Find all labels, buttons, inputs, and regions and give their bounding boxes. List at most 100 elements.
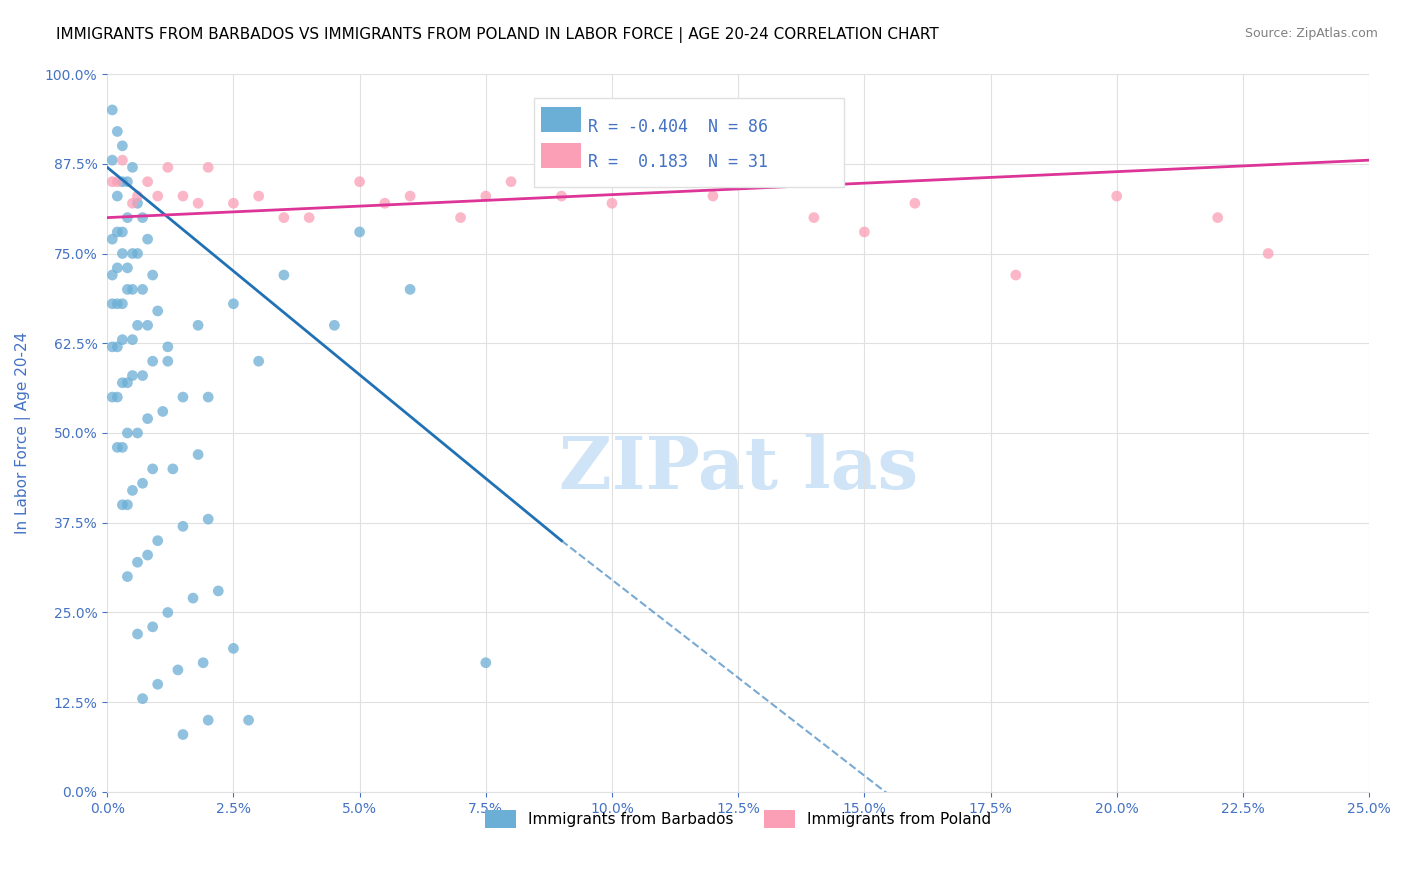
Point (117, 498, 139, 512)
Point (197, 512, 219, 526)
Point (273, 211, 295, 225)
Point (127, 196, 149, 211)
Point (105, 340, 128, 354)
Point (101, 268, 124, 282)
Point (853, 225, 876, 239)
Text: R = -0.404  N = 86: R = -0.404 N = 86 (588, 118, 768, 136)
Point (105, 124, 128, 138)
Point (131, 211, 153, 225)
Point (117, 211, 139, 225)
Point (105, 297, 128, 311)
Point (111, 333, 134, 347)
Point (156, 354, 179, 368)
Point (111, 376, 134, 390)
Point (399, 189, 422, 203)
Point (111, 225, 134, 239)
Text: Source: ZipAtlas.com: Source: ZipAtlas.com (1244, 27, 1378, 40)
Point (197, 713, 219, 727)
Point (136, 175, 159, 189)
Point (197, 161, 219, 175)
Point (156, 161, 179, 175)
Point (127, 627, 149, 641)
Point (111, 175, 134, 189)
Point (101, 103, 124, 117)
Point (298, 211, 321, 225)
Text: IMMIGRANTS FROM BARBADOS VS IMMIGRANTS FROM POLAND IN LABOR FORCE | AGE 20-24 CO: IMMIGRANTS FROM BARBADOS VS IMMIGRANTS F… (56, 27, 939, 43)
Point (127, 246, 149, 260)
Point (111, 498, 134, 512)
Point (475, 189, 498, 203)
Point (131, 476, 153, 491)
Point (131, 282, 153, 296)
Point (146, 677, 169, 691)
Point (349, 175, 371, 189)
Y-axis label: In Labor Force | Age 20-24: In Labor Force | Age 20-24 (15, 332, 31, 534)
Point (121, 368, 143, 383)
Point (187, 318, 209, 333)
Point (550, 189, 572, 203)
Point (247, 189, 270, 203)
Legend: Immigrants from Barbados, Immigrants from Poland: Immigrants from Barbados, Immigrants fro… (479, 804, 997, 835)
Point (803, 211, 825, 225)
Point (127, 189, 149, 203)
Point (162, 462, 184, 476)
Point (1257, 246, 1279, 260)
Point (172, 727, 194, 741)
Point (187, 196, 209, 211)
Point (117, 282, 139, 296)
Point (111, 153, 134, 168)
Point (207, 583, 229, 598)
Point (111, 138, 134, 153)
Point (273, 268, 295, 282)
Point (222, 641, 245, 656)
Point (101, 297, 124, 311)
Point (117, 569, 139, 583)
Point (450, 211, 472, 225)
Point (172, 390, 194, 404)
Point (156, 606, 179, 620)
Point (222, 297, 245, 311)
Point (136, 548, 159, 562)
Point (131, 691, 153, 706)
Point (101, 153, 124, 168)
Point (142, 268, 165, 282)
Point (127, 555, 149, 569)
Point (111, 246, 134, 260)
Point (374, 196, 396, 211)
Point (146, 533, 169, 548)
Text: ZIPat las: ZIPat las (558, 434, 918, 504)
Point (105, 189, 128, 203)
Point (142, 462, 165, 476)
Point (117, 425, 139, 440)
Point (904, 196, 927, 211)
Point (222, 196, 245, 211)
Point (1004, 268, 1026, 282)
Point (349, 225, 371, 239)
Point (600, 196, 623, 211)
Point (111, 441, 134, 455)
Point (121, 483, 143, 498)
Point (105, 175, 128, 189)
Point (167, 663, 190, 677)
Point (142, 620, 165, 634)
Point (136, 411, 159, 425)
Point (475, 656, 498, 670)
Point (105, 441, 128, 455)
Point (127, 425, 149, 440)
Point (111, 297, 134, 311)
Point (101, 390, 124, 404)
Point (117, 175, 139, 189)
Point (136, 318, 159, 333)
Point (105, 260, 128, 275)
Point (101, 340, 124, 354)
Point (191, 656, 214, 670)
Point (101, 232, 124, 246)
Point (105, 225, 128, 239)
Point (131, 368, 153, 383)
Point (499, 175, 522, 189)
Point (101, 175, 124, 189)
Point (142, 354, 165, 368)
Point (197, 390, 219, 404)
Point (172, 189, 194, 203)
Point (156, 340, 179, 354)
